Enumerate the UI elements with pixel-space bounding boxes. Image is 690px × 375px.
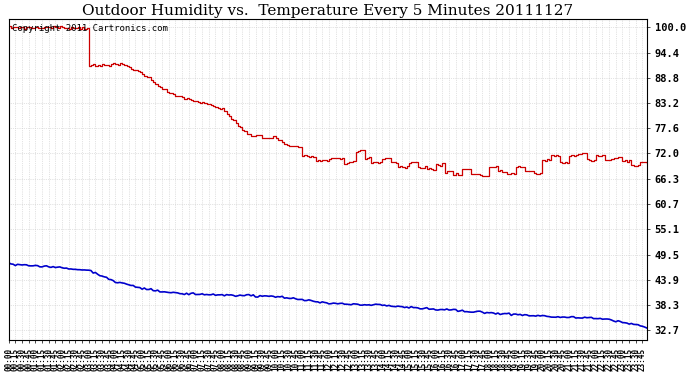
Title: Outdoor Humidity vs.  Temperature Every 5 Minutes 20111127: Outdoor Humidity vs. Temperature Every 5… — [82, 4, 573, 18]
Text: Copyright 2011 Cartronics.com: Copyright 2011 Cartronics.com — [12, 24, 168, 33]
